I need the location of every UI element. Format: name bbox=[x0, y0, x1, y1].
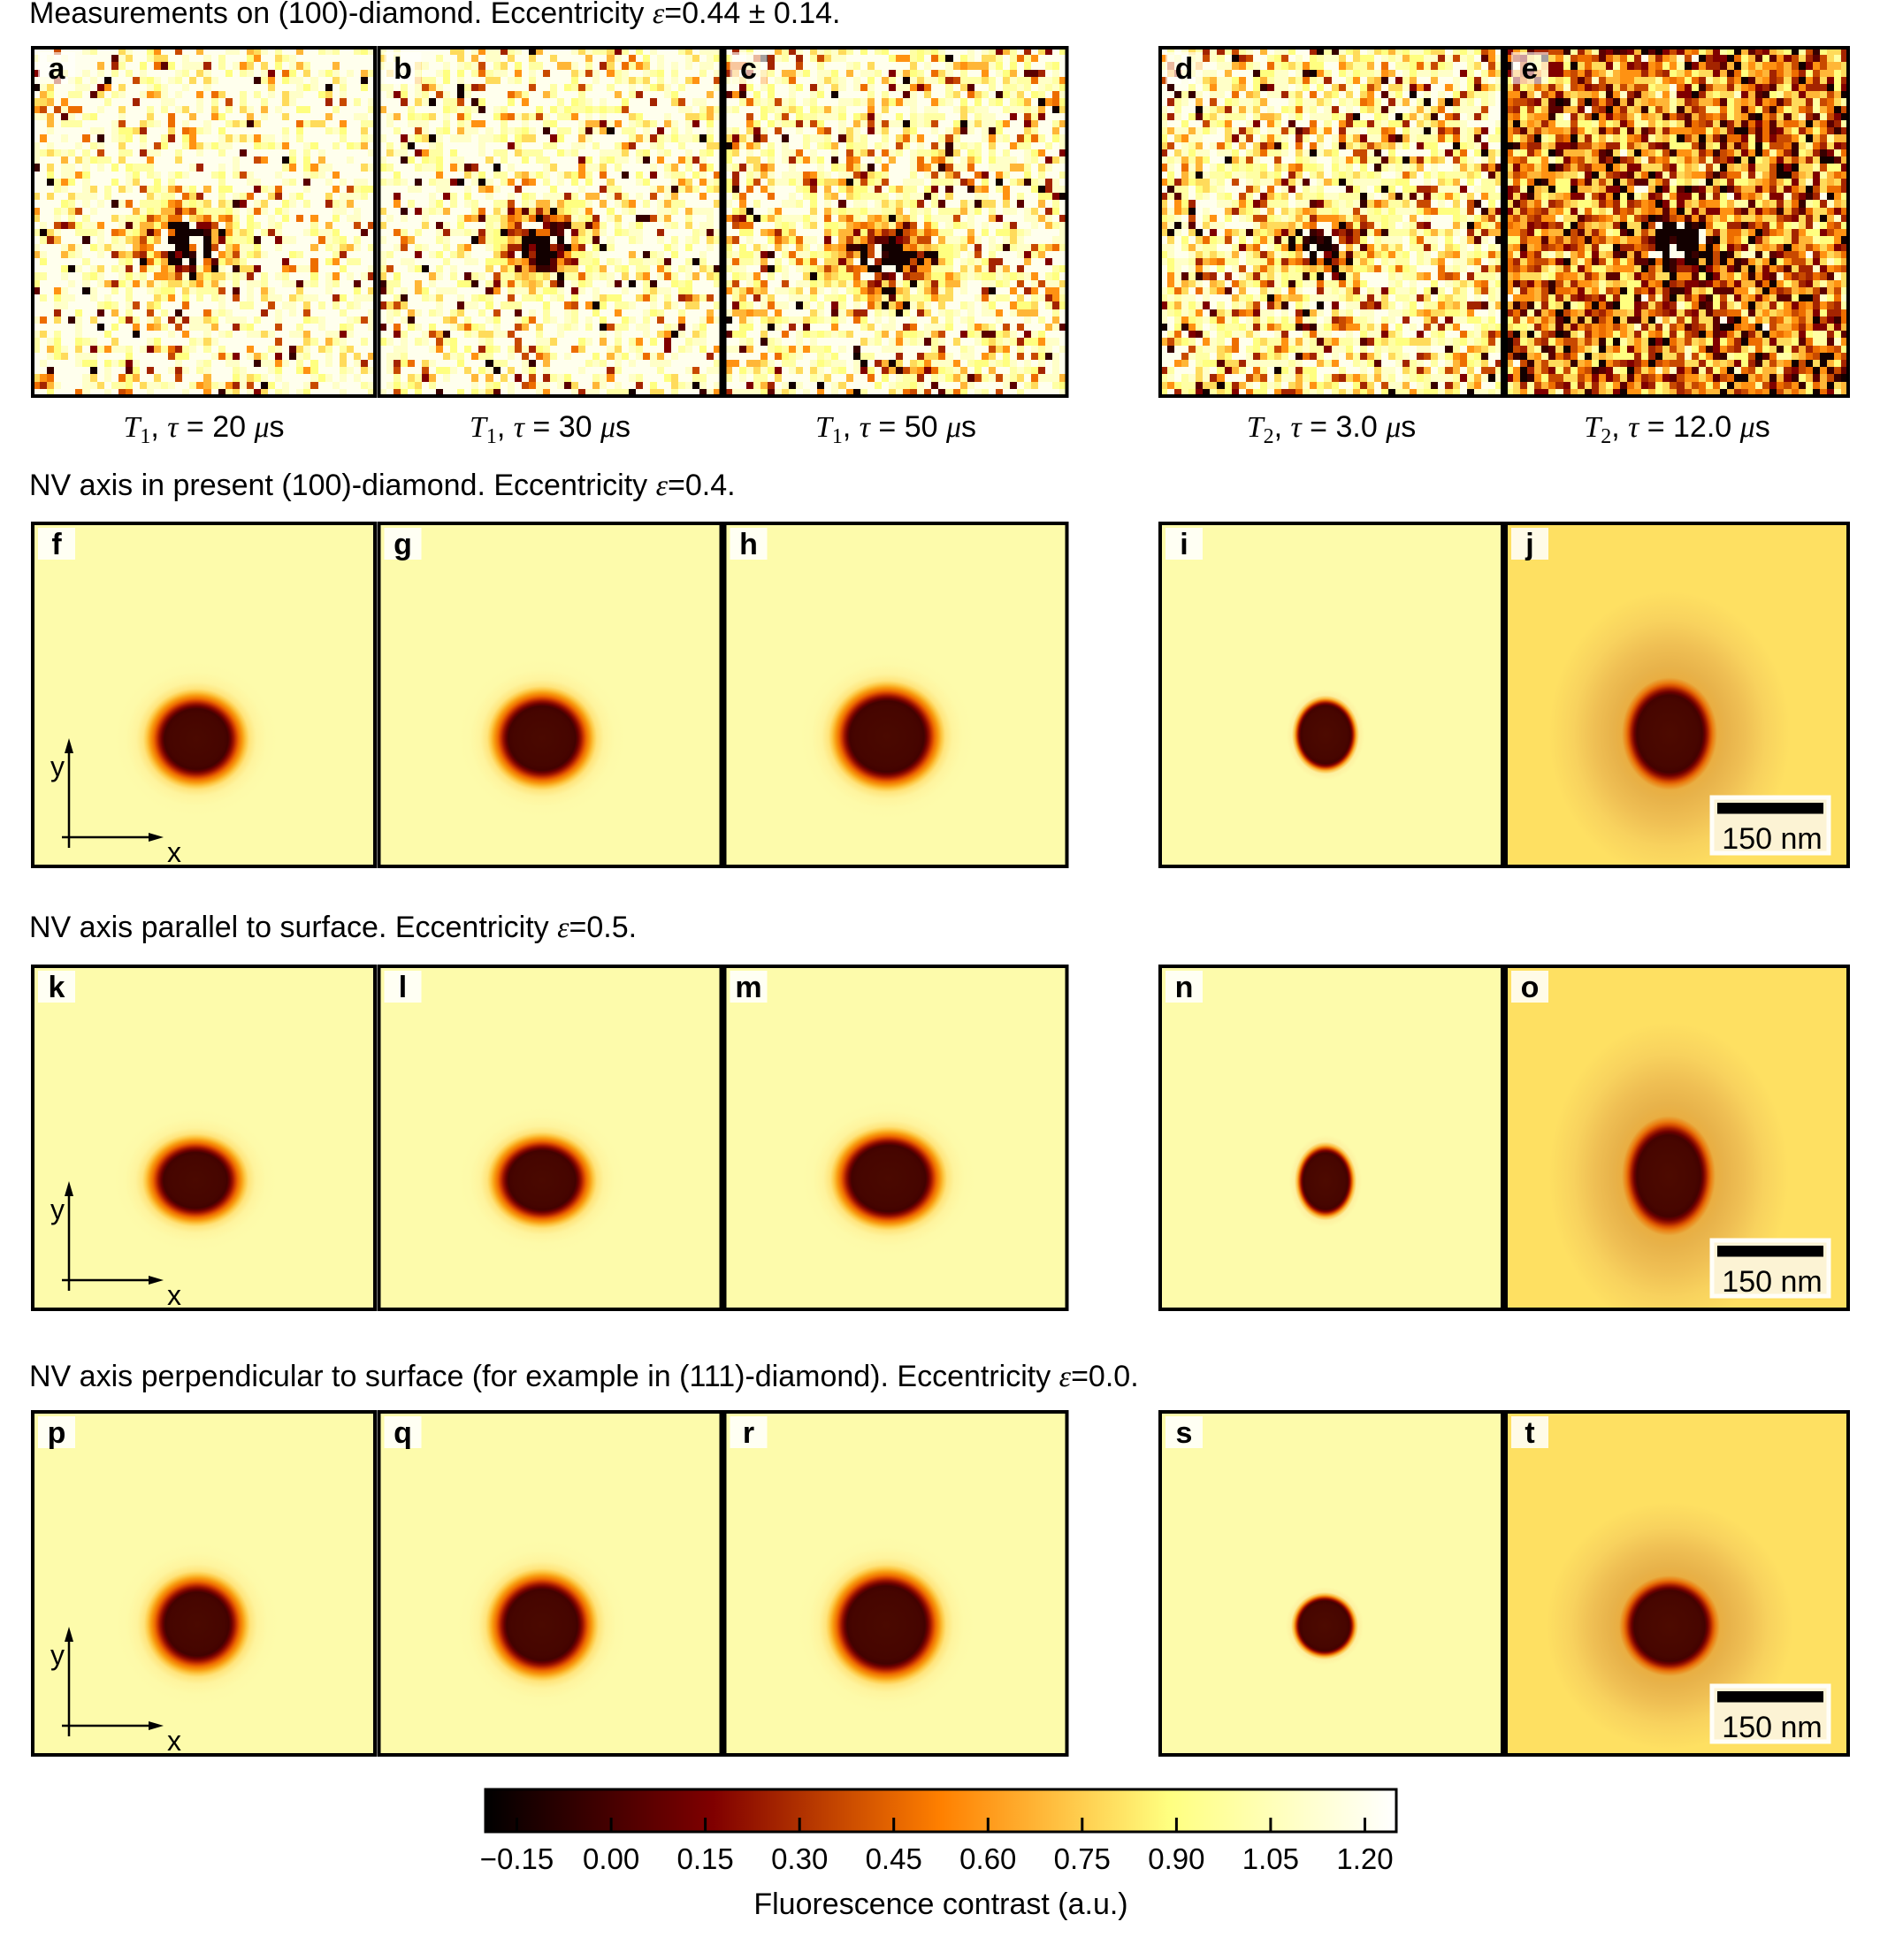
svg-text:o: o bbox=[1521, 971, 1540, 1004]
svg-text:a: a bbox=[49, 52, 66, 86]
svg-text:m: m bbox=[735, 971, 761, 1004]
svg-text:b: b bbox=[394, 52, 412, 86]
svg-text:150 nm: 150 nm bbox=[1722, 822, 1822, 856]
svg-text:j: j bbox=[1525, 528, 1533, 561]
svg-text:y: y bbox=[50, 1639, 65, 1671]
svg-text:0.60: 0.60 bbox=[959, 1842, 1016, 1875]
svg-text:y: y bbox=[50, 1194, 65, 1225]
svg-text:h: h bbox=[739, 528, 758, 561]
svg-text:d: d bbox=[1175, 52, 1194, 86]
svg-text:r: r bbox=[743, 1416, 754, 1450]
svg-text:t: t bbox=[1525, 1416, 1534, 1450]
svg-text:e: e bbox=[1522, 52, 1539, 86]
svg-text:x: x bbox=[167, 1279, 181, 1311]
svg-text:0.75: 0.75 bbox=[1054, 1842, 1111, 1875]
svg-text:q: q bbox=[394, 1416, 412, 1450]
svg-text:x: x bbox=[167, 836, 181, 868]
svg-text:NV axis parallel to surface. E: NV axis parallel to surface. Eccentricit… bbox=[29, 911, 637, 944]
svg-text:k: k bbox=[49, 971, 65, 1004]
svg-text:NV axis perpendicular to surfa: NV axis perpendicular to surface (for ex… bbox=[29, 1360, 1139, 1393]
svg-text:Measurements on (100)-diamond.: Measurements on (100)-diamond. Eccentric… bbox=[29, 0, 840, 30]
svg-text:x: x bbox=[167, 1725, 181, 1757]
svg-text:T2, τ = 3.0 μs: T2, τ = 3.0 μs bbox=[1247, 410, 1417, 448]
svg-text:n: n bbox=[1175, 971, 1194, 1004]
svg-text:0.90: 0.90 bbox=[1148, 1842, 1204, 1875]
svg-text:f: f bbox=[51, 528, 62, 561]
svg-text:NV axis in present (100)-diamo: NV axis in present (100)-diamond. Eccent… bbox=[29, 469, 736, 502]
svg-text:T2, τ = 12.0 μs: T2, τ = 12.0 μs bbox=[1584, 410, 1769, 448]
svg-text:T1, τ = 50 μs: T1, τ = 50 μs bbox=[815, 410, 976, 448]
svg-text:g: g bbox=[394, 528, 412, 561]
svg-text:T1, τ = 30 μs: T1, τ = 30 μs bbox=[470, 410, 630, 448]
svg-text:150 nm: 150 nm bbox=[1722, 1711, 1822, 1744]
svg-text:1.05: 1.05 bbox=[1242, 1842, 1299, 1875]
svg-text:−0.15: −0.15 bbox=[480, 1842, 554, 1875]
svg-text:y: y bbox=[50, 751, 65, 782]
svg-text:p: p bbox=[48, 1416, 66, 1450]
svg-text:T1, τ = 20 μs: T1, τ = 20 μs bbox=[123, 410, 284, 448]
svg-text:c: c bbox=[740, 52, 757, 86]
svg-text:Fluorescence contrast (a.u.): Fluorescence contrast (a.u.) bbox=[753, 1888, 1127, 1921]
svg-text:150 nm: 150 nm bbox=[1722, 1265, 1822, 1299]
svg-text:0.45: 0.45 bbox=[866, 1842, 922, 1875]
svg-text:1.20: 1.20 bbox=[1336, 1842, 1393, 1875]
svg-text:0.00: 0.00 bbox=[583, 1842, 639, 1875]
svg-text:l: l bbox=[399, 971, 407, 1004]
svg-text:0.30: 0.30 bbox=[771, 1842, 828, 1875]
svg-text:0.15: 0.15 bbox=[676, 1842, 733, 1875]
svg-text:s: s bbox=[1176, 1416, 1193, 1450]
svg-text:i: i bbox=[1180, 528, 1188, 561]
